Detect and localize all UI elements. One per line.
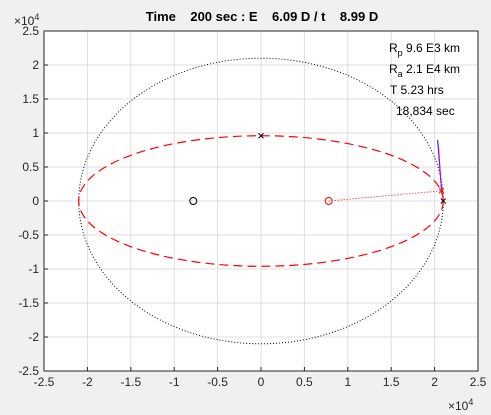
x-tick-label: -2.5 [34,375,55,389]
period-annotation-main: T 5.23 hrs [390,83,444,97]
right-x-marker [440,198,447,204]
x-tick-label: 0 [258,375,265,389]
y-tick-label: 2 [32,58,39,72]
rp-annotation-main: R [389,41,398,55]
x-exponent-base: ×10 [448,399,469,413]
y-tick-label: 0.5 [22,160,39,174]
x-exponent-label: ×104 [448,397,473,413]
y-exponent-power: 4 [34,12,39,22]
ra-annotation-subscript: a [398,69,403,79]
y-tick-label: -0.5 [18,228,39,242]
x-exponent-power: 4 [468,397,473,407]
y-tick-label: -1.5 [18,296,39,310]
period-annotation: T 5.23 hrs [390,83,444,97]
y-tick-label: 1.5 [22,92,39,106]
black-circle-marker [189,197,198,205]
velocity-vector-magenta [438,146,443,191]
x-tick-label: -2 [82,375,93,389]
ticks: -2.5 -2 -1.5 -1 -0.5 0 0.5 1 1.5 2 2.5 2.5 2 1.5 1 0.5 0… [18,24,486,389]
red-circle-marker [324,197,333,205]
rp-annotation-subscript: p [398,48,403,58]
x-tick-label: -1 [169,375,180,389]
x-tick-label: 2.5 [470,375,487,389]
ra-annotation: Ra 2.1 E4 km [389,62,460,79]
x-tick-label: -1.5 [120,375,141,389]
focus-line [328,190,442,202]
rp-annotation: Rp 9.6 E3 km [389,41,460,58]
y-tick-label: 1 [32,126,39,140]
period-seconds-annotation-main: 18,834 sec [396,104,455,118]
y-tick-label: 0 [32,194,39,208]
plot-area [78,57,447,345]
x-tick-label: 2 [431,375,438,389]
period-seconds-annotation: 18,834 sec [396,104,455,118]
top-x-marker [258,132,264,139]
red-x-marker [438,187,445,194]
ra-annotation-main: R [389,62,398,76]
chart-title: Time 200 sec : E 6.09 D / t 8.99 D [146,9,378,24]
x-tick-label: -0.5 [207,375,228,389]
x-tick-label: 1.5 [383,375,400,389]
y-exponent-base: ×10 [14,14,35,28]
y-tick-label: 2.5 [22,24,39,38]
y-tick-label: -2.5 [18,364,39,378]
x-tick-label: 0.5 [296,375,313,389]
y-tick-label: -2 [28,330,39,344]
y-tick-label: -1 [28,262,39,276]
x-tick-label: 1 [344,375,351,389]
rp-annotation-value: 9.6 E3 km [403,41,460,55]
ra-annotation-value: 2.1 E4 km [403,62,460,76]
y-exponent-label: ×104 [14,12,39,28]
